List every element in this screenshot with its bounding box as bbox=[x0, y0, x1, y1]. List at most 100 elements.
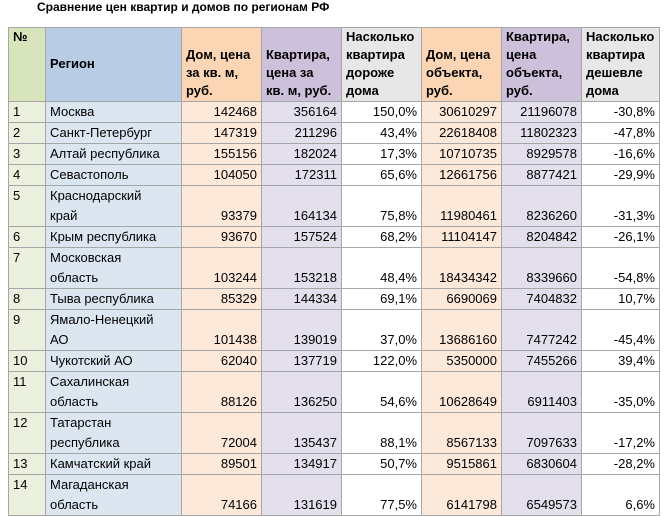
table-cell: Севастополь bbox=[45, 164, 182, 186]
table-cell: 144334 bbox=[261, 288, 342, 310]
table-cell: 89501 bbox=[181, 453, 262, 475]
table-cell: 136250 bbox=[261, 371, 342, 413]
table-cell: 93670 bbox=[181, 226, 262, 248]
table-cell: 5 bbox=[8, 185, 46, 227]
table-body: 1 Москва 142468 356164 150,0% 30610297 2119607… bbox=[8, 101, 660, 516]
table-cell: Магаданская область bbox=[45, 474, 182, 516]
table-cell: 65,6% bbox=[341, 164, 422, 186]
table-cell: -54,8% bbox=[581, 247, 660, 289]
table-cell: 6690069 bbox=[421, 288, 502, 310]
table-cell: 155156 bbox=[181, 143, 262, 165]
table-cell: 8339660 bbox=[501, 247, 582, 289]
table-cell: 7404832 bbox=[501, 288, 582, 310]
table-cell: 88126 bbox=[181, 371, 262, 413]
table-cell: -17,2% bbox=[581, 412, 660, 454]
header-cell: Квартира, цена объекта, руб. bbox=[501, 27, 582, 102]
table-row: 13 Камчатский край 89501 134917 50,7% 9515861… bbox=[8, 453, 660, 475]
table-cell: -30,8% bbox=[581, 101, 660, 123]
table-cell: 8204842 bbox=[501, 226, 582, 248]
table-cell: 4 bbox=[8, 164, 46, 186]
table-cell: 74166 bbox=[181, 474, 262, 516]
table-cell: 72004 bbox=[181, 412, 262, 454]
table-cell: Москва bbox=[45, 101, 182, 123]
header-cell: № bbox=[8, 27, 46, 102]
table-cell: 142468 bbox=[181, 101, 262, 123]
table-cell: Санкт-Петербург bbox=[45, 122, 182, 144]
table-cell: 182024 bbox=[261, 143, 342, 165]
table-cell: 131619 bbox=[261, 474, 342, 516]
table-cell: 11802323 bbox=[501, 122, 582, 144]
table-cell: 9515861 bbox=[421, 453, 502, 475]
table-row: 1 Москва 142468 356164 150,0% 30610297 2119607… bbox=[8, 101, 660, 123]
header-cell: Дом, цена за кв. м, руб. bbox=[181, 27, 262, 102]
table-cell: 6830604 bbox=[501, 453, 582, 475]
table-cell: 103244 bbox=[181, 247, 262, 289]
table-cell: Московская область bbox=[45, 247, 182, 289]
table-cell: 8929578 bbox=[501, 143, 582, 165]
table-cell: 7477242 bbox=[501, 309, 582, 351]
table-cell: 75,8% bbox=[341, 185, 422, 227]
table-cell: Краснодарский край bbox=[45, 185, 182, 227]
table-cell: 39,4% bbox=[581, 350, 660, 372]
table-cell: 68,2% bbox=[341, 226, 422, 248]
table-cell: 22618408 bbox=[421, 122, 502, 144]
table-cell: 6549573 bbox=[501, 474, 582, 516]
table-row: 8 Тыва республика 85329 144334 69,1% 6690069 7… bbox=[8, 288, 660, 310]
table-cell: Татарстан республика bbox=[45, 412, 182, 454]
table-cell: 10 bbox=[8, 350, 46, 372]
table-row: 5 Краснодарский край 93379 164134 75,8% 11980… bbox=[8, 185, 660, 227]
header-cell: Насколько квартира дешевле дома bbox=[581, 27, 660, 102]
table-cell: 93379 bbox=[181, 185, 262, 227]
table-cell: 164134 bbox=[261, 185, 342, 227]
table-cell: 104050 bbox=[181, 164, 262, 186]
table-cell: Крым республика bbox=[45, 226, 182, 248]
table-cell: 43,4% bbox=[341, 122, 422, 144]
table-row: 11 Сахалинская область 88126 136250 54,6% 106… bbox=[8, 371, 660, 413]
table-cell: Сахалинская область bbox=[45, 371, 182, 413]
table-cell: 88,1% bbox=[341, 412, 422, 454]
table-cell: 6141798 bbox=[421, 474, 502, 516]
table-cell: -16,6% bbox=[581, 143, 660, 165]
table-cell: 21196078 bbox=[501, 101, 582, 123]
table-cell: 8567133 bbox=[421, 412, 502, 454]
table-cell: 77,5% bbox=[341, 474, 422, 516]
table-cell: 5350000 bbox=[421, 350, 502, 372]
table-cell: 11104147 bbox=[421, 226, 502, 248]
table-cell: 211296 bbox=[261, 122, 342, 144]
header-cell: Дом, цена объекта, руб. bbox=[421, 27, 502, 102]
table-cell: 10710735 bbox=[421, 143, 502, 165]
table-cell: 8 bbox=[8, 288, 46, 310]
table-cell: 6911403 bbox=[501, 371, 582, 413]
table-cell: Тыва республика bbox=[45, 288, 182, 310]
table-cell: 135437 bbox=[261, 412, 342, 454]
table-cell: 50,7% bbox=[341, 453, 422, 475]
table-cell: -35,0% bbox=[581, 371, 660, 413]
header-cell: Регион bbox=[45, 27, 182, 102]
table-cell: 137719 bbox=[261, 350, 342, 372]
table-cell: 172311 bbox=[261, 164, 342, 186]
table-cell: 153218 bbox=[261, 247, 342, 289]
table-title: Сравнение цен квартир и домов по региона… bbox=[37, 0, 330, 14]
table-cell: 122,0% bbox=[341, 350, 422, 372]
table-cell: 18434342 bbox=[421, 247, 502, 289]
table-cell: 10,7% bbox=[581, 288, 660, 310]
table-cell: 7455266 bbox=[501, 350, 582, 372]
table-cell: 7 bbox=[8, 247, 46, 289]
table-cell: Алтай республика bbox=[45, 143, 182, 165]
header-cell: Квартира, цена за кв. м, руб. bbox=[261, 27, 342, 102]
table-cell: 17,3% bbox=[341, 143, 422, 165]
table-cell: 85329 bbox=[181, 288, 262, 310]
table-row: 14 Магаданская область 74166 131619 77,5% 614… bbox=[8, 474, 660, 516]
table-cell: 13686160 bbox=[421, 309, 502, 351]
table-cell: 8877421 bbox=[501, 164, 582, 186]
table-cell: 69,1% bbox=[341, 288, 422, 310]
table-cell: 1 bbox=[8, 101, 46, 123]
table-cell: -29,9% bbox=[581, 164, 660, 186]
table-row: 12 Татарстан республика 72004 135437 88,1% 85… bbox=[8, 412, 660, 454]
table-cell: 6 bbox=[8, 226, 46, 248]
table-cell: -26,1% bbox=[581, 226, 660, 248]
table-cell: Камчатский край bbox=[45, 453, 182, 475]
table-cell: 6,6% bbox=[581, 474, 660, 516]
table-cell: 9 bbox=[8, 309, 46, 351]
table-cell: 157524 bbox=[261, 226, 342, 248]
